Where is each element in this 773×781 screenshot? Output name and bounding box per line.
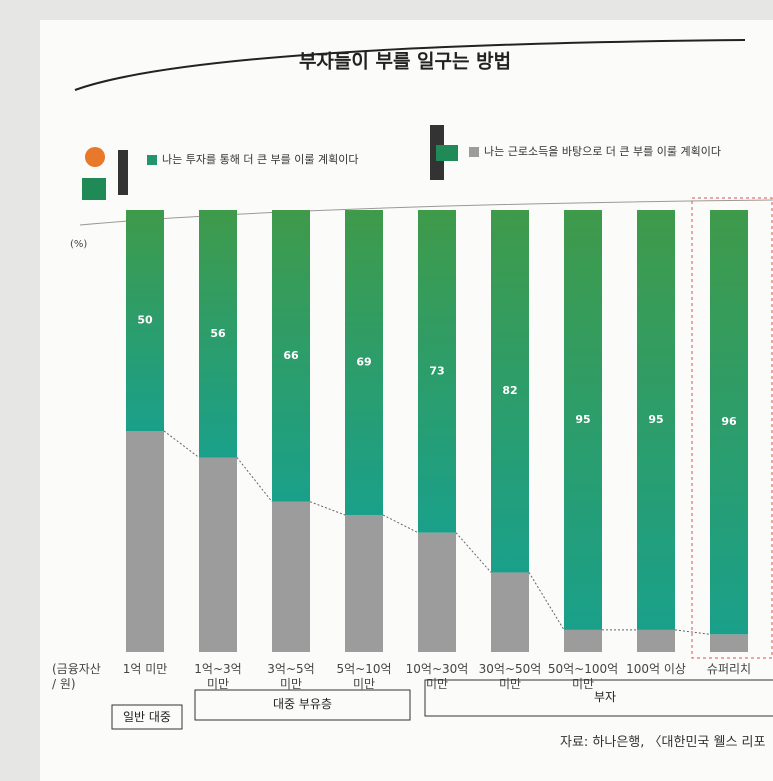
x-tick-label: 10억~30억 미만: [405, 662, 469, 691]
data-label: 82: [502, 384, 517, 397]
data-label: 95: [648, 413, 663, 426]
icon: [436, 145, 458, 161]
bar-segment: [272, 210, 310, 502]
connector: [528, 572, 565, 631]
source: 자료: 하나은행, 〈대한민국 웰스 리포: [560, 735, 766, 750]
group-label: 부자: [593, 690, 617, 704]
connector: [455, 532, 492, 573]
bar-segment: [710, 210, 748, 635]
bar-segment: [637, 210, 675, 630]
data-label: 66: [283, 349, 299, 362]
title-rule: [74, 39, 746, 91]
bar-segment: [126, 431, 164, 652]
bar-segment: [710, 634, 748, 652]
bar-segment: [199, 457, 237, 652]
bar-segment: [418, 210, 456, 533]
icon: [82, 178, 106, 200]
group-box: [194, 689, 411, 721]
connector: [382, 514, 419, 534]
connector: [236, 457, 273, 503]
data-label: 56: [210, 327, 226, 340]
data-label: 95: [575, 413, 590, 426]
x-axis-label: (금융자산 / 원): [52, 662, 101, 691]
group-box: [424, 679, 773, 717]
connector: [163, 430, 200, 458]
x-tick-label: 1억 미만: [122, 662, 168, 676]
icon: [118, 150, 128, 195]
x-tick-label: 50억~100억 미만: [547, 662, 619, 691]
x-tick-label: 3억~5억 미만: [267, 662, 315, 691]
legend-swatch: [469, 147, 479, 157]
connector: [674, 629, 711, 635]
bar-segment: [418, 532, 456, 652]
group-label: 대중 부유층: [272, 697, 332, 711]
x-tick-label: 100억 이상: [626, 662, 686, 676]
x-tick-label: 슈퍼리치: [706, 662, 752, 676]
data-label: 96: [721, 415, 737, 428]
x-tick-label: 5억~10억 미만: [336, 662, 392, 691]
bar-segment: [345, 210, 383, 515]
bar-segment: [491, 572, 529, 652]
chart-title: 부자들이 부를 일구는 방법: [299, 51, 511, 73]
x-tick-label: 30억~50억 미만: [478, 662, 542, 691]
y-unit: (%): [70, 239, 87, 250]
bar-segment: [126, 210, 164, 431]
bar-segment: [637, 629, 675, 652]
bar-segment: [564, 629, 602, 652]
bar-segment: [199, 210, 237, 458]
bar-segment: [345, 514, 383, 652]
group-box: [111, 704, 183, 730]
legend-label: 나는 근로소득을 바탕으로 더 큰 부를 이룰 계획이다: [484, 145, 721, 158]
data-label: 50: [137, 314, 153, 327]
data-label: 73: [429, 364, 444, 377]
legend-label: 나는 투자를 통해 더 큰 부를 이룰 계획이다: [162, 152, 359, 166]
legend-swatch: [147, 155, 157, 165]
data-label: 69: [356, 355, 371, 368]
bar-segment: [491, 210, 529, 573]
bar-segment: [564, 210, 602, 630]
group-label: 일반 대중: [123, 710, 171, 724]
icon: [85, 147, 105, 167]
bar-segment: [272, 501, 310, 652]
x-tick-label: 1억~3억 미만: [194, 662, 242, 691]
